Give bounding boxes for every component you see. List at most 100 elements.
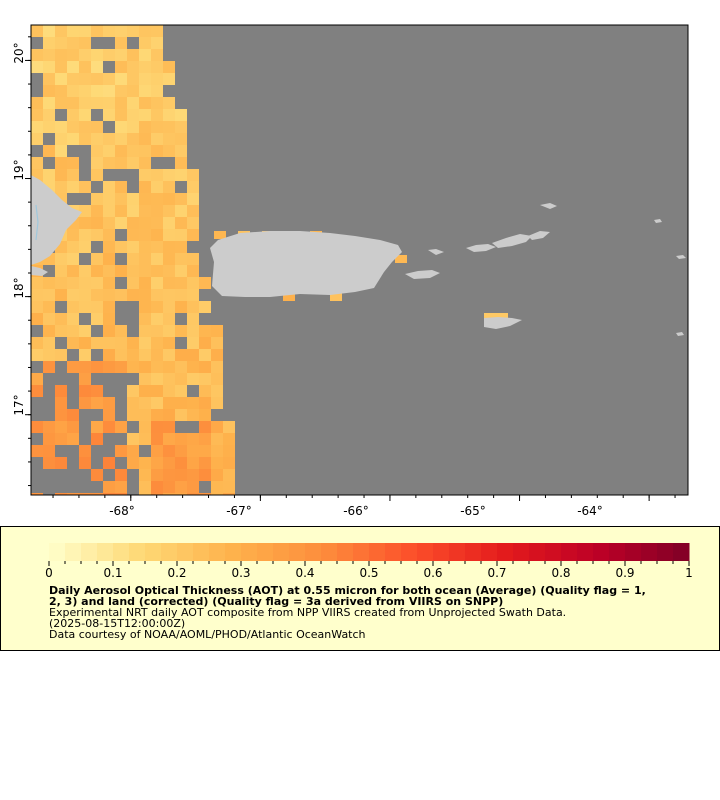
aot-cell (103, 421, 115, 433)
aot-cell (79, 49, 91, 61)
aot-cell (175, 121, 187, 133)
aot-cell (55, 289, 67, 301)
aot-cell (31, 157, 43, 169)
lat-tick-label: 19° (12, 159, 26, 180)
legend-credit: Data courtesy of NOAA/AOML/PHOD/Atlantic… (49, 628, 366, 641)
aot-cell (163, 265, 175, 277)
aot-cell (163, 313, 175, 325)
aot-cell (211, 433, 223, 445)
aot-cell (175, 277, 187, 289)
aot-cell (103, 241, 115, 253)
aot-cell (67, 493, 79, 495)
aot-cell (79, 337, 91, 349)
colorbar-cell (209, 543, 226, 561)
aot-cell (67, 313, 79, 325)
aot-cell (103, 313, 115, 325)
aot-cell (91, 289, 103, 301)
colorbar-cell (337, 543, 354, 561)
aot-cell (151, 253, 163, 265)
aot-cell (199, 277, 211, 289)
aot-cell (43, 445, 55, 457)
aot-cell (175, 373, 187, 385)
aot-cell (175, 433, 187, 445)
aot-cell (91, 397, 103, 409)
aot-cell (91, 121, 103, 133)
aot-cell (127, 133, 139, 145)
aot-cell (43, 457, 55, 469)
colorbar-cell (161, 543, 178, 561)
st-croix-land (484, 317, 522, 329)
aot-cell (163, 61, 175, 73)
colorbar-cell (97, 543, 114, 561)
aot-cell (187, 277, 199, 289)
aot-cell (175, 193, 187, 205)
aot-cell (91, 25, 103, 37)
aot-cell (211, 385, 223, 397)
aot-cell (139, 265, 151, 277)
aot-cell (163, 289, 175, 301)
aot-cell (55, 457, 67, 469)
aot-cell (43, 277, 55, 289)
aot-cell (103, 85, 115, 97)
water-layer (35, 204, 39, 241)
aot-cell (127, 193, 139, 205)
aot-cell (79, 229, 91, 241)
aot-cell (79, 445, 91, 457)
aot-cell (199, 445, 211, 457)
aot-cell (115, 145, 127, 157)
aot-cell (31, 289, 43, 301)
aot-cell (139, 181, 151, 193)
st-thomas-land (466, 244, 496, 252)
aot-cell (163, 481, 175, 493)
aot-cell (55, 409, 67, 421)
aot-cell (91, 49, 103, 61)
aot-cell (67, 109, 79, 121)
aot-cell (139, 205, 151, 217)
aot-cell (103, 157, 115, 169)
aot-cell (31, 493, 43, 495)
aot-cell (139, 277, 151, 289)
aot-cell (79, 277, 91, 289)
aot-cell (151, 181, 163, 193)
aot-cell (187, 433, 199, 445)
colorbar-cell (433, 543, 450, 561)
aot-cell (43, 349, 55, 361)
aot-cell (139, 133, 151, 145)
aot-cell (127, 397, 139, 409)
aot-cell (31, 313, 43, 325)
aot-cell (163, 193, 175, 205)
colorbar-cell (225, 543, 242, 561)
aot-cell (67, 85, 79, 97)
aot-cell (79, 37, 91, 49)
aot-cell (43, 301, 55, 313)
aot-cell (151, 73, 163, 85)
colorbar-tick-label: 0.9 (615, 566, 634, 580)
aot-cell (79, 301, 91, 313)
aot-cell (79, 241, 91, 253)
colorbar-cell (177, 543, 194, 561)
aot-cell (127, 25, 139, 37)
aot-cell (139, 169, 151, 181)
aot-cell (79, 205, 91, 217)
aot-cell (211, 337, 223, 349)
aot-cell (163, 385, 175, 397)
aot-cell (31, 109, 43, 121)
aot-cell (103, 265, 115, 277)
aot-cell (151, 469, 163, 481)
aot-cell (91, 205, 103, 217)
aot-cell (115, 133, 127, 145)
aot-cell (43, 313, 55, 325)
colorbar-cell (305, 543, 322, 561)
colorbar-tick-label: 0.5 (359, 566, 378, 580)
colorbar-cell (625, 543, 642, 561)
aot-cell (55, 49, 67, 61)
aot-cell (91, 361, 103, 373)
aot-cell (127, 121, 139, 133)
aot-cell (115, 289, 127, 301)
aot-cell (31, 373, 43, 385)
aot-cell (139, 289, 151, 301)
aot-cell (79, 361, 91, 373)
aot-cell (330, 293, 342, 301)
aot-cell (139, 313, 151, 325)
aot-cell (67, 337, 79, 349)
